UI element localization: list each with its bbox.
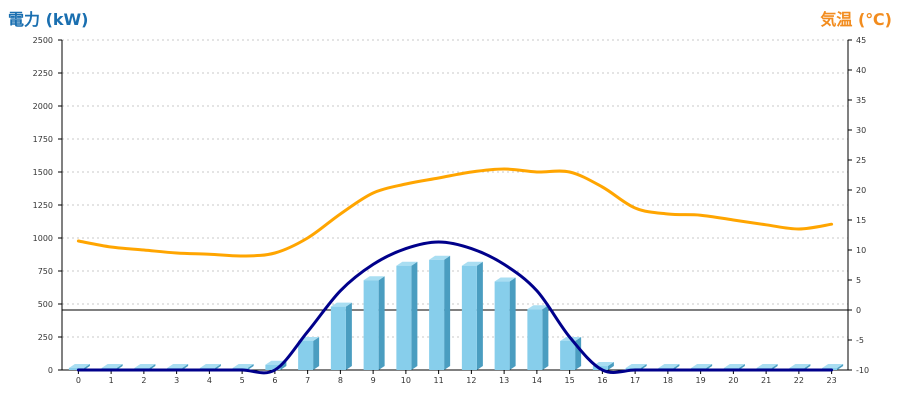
right-tick-label: 30 [856,126,866,135]
x-tick-label: 20 [728,376,738,385]
right-tick-label: -5 [856,336,864,345]
right-tick-label: 25 [856,156,866,165]
bar [396,261,418,370]
left-tick-label: 750 [38,267,53,276]
x-tick-label: 18 [663,376,673,385]
left-tick-label: 500 [38,300,53,309]
x-tick-label: 15 [565,376,575,385]
bar [363,276,385,370]
x-tick-label: 6 [272,376,277,385]
left-tick-label: 2250 [33,69,53,78]
x-tick-label: 14 [532,376,542,385]
right-axis-title: 気温 (℃) [820,10,892,29]
right-tick-label: 5 [856,276,861,285]
x-tick-label: 11 [434,376,444,385]
left-tick-label: 2500 [33,36,53,45]
x-tick-label: 13 [499,376,509,385]
x-tick-label: 17 [630,376,640,385]
right-tick-label: 45 [856,36,866,45]
x-tick-label: 7 [305,376,310,385]
x-tick-label: 16 [597,376,607,385]
x-tick-label: 22 [794,376,804,385]
right-tick-label: 15 [856,216,866,225]
bar [429,255,451,370]
left-tick-label: 2000 [33,102,53,111]
bar [298,336,320,370]
right-tick-label: -10 [856,366,869,375]
right-tick-label: 10 [856,246,866,255]
x-tick-label: 2 [141,376,146,385]
bar [527,305,549,370]
left-tick-label: 1250 [33,201,53,210]
x-tick-label: 8 [338,376,343,385]
left-axis-title: 電力 (kW) [8,10,89,29]
left-tick-label: 1500 [33,168,53,177]
right-tick-label: 20 [856,186,866,195]
x-tick-label: 12 [466,376,476,385]
power-curve-line [76,240,834,375]
x-tick-label: 9 [371,376,376,385]
bar [560,336,582,370]
temperature-line [76,167,834,258]
bar [330,302,352,370]
left-tick-label: 1750 [33,135,53,144]
x-tick-label: 1 [109,376,114,385]
right-tick-label: 35 [856,96,866,105]
left-tick-label: 0 [48,366,53,375]
x-tick-label: 21 [761,376,771,385]
left-tick-label: 1000 [33,234,53,243]
x-tick-label: 4 [207,376,212,385]
right-tick-label: 0 [856,306,861,315]
x-tick-label: 23 [827,376,837,385]
x-tick-label: 3 [174,376,179,385]
bar [461,261,483,370]
x-tick-label: 10 [401,376,411,385]
x-tick-label: 5 [240,376,245,385]
left-tick-label: 250 [38,333,53,342]
x-tick-label: 0 [76,376,81,385]
right-tick-label: 40 [856,66,866,75]
x-tick-label: 19 [696,376,706,385]
bar [494,277,516,370]
